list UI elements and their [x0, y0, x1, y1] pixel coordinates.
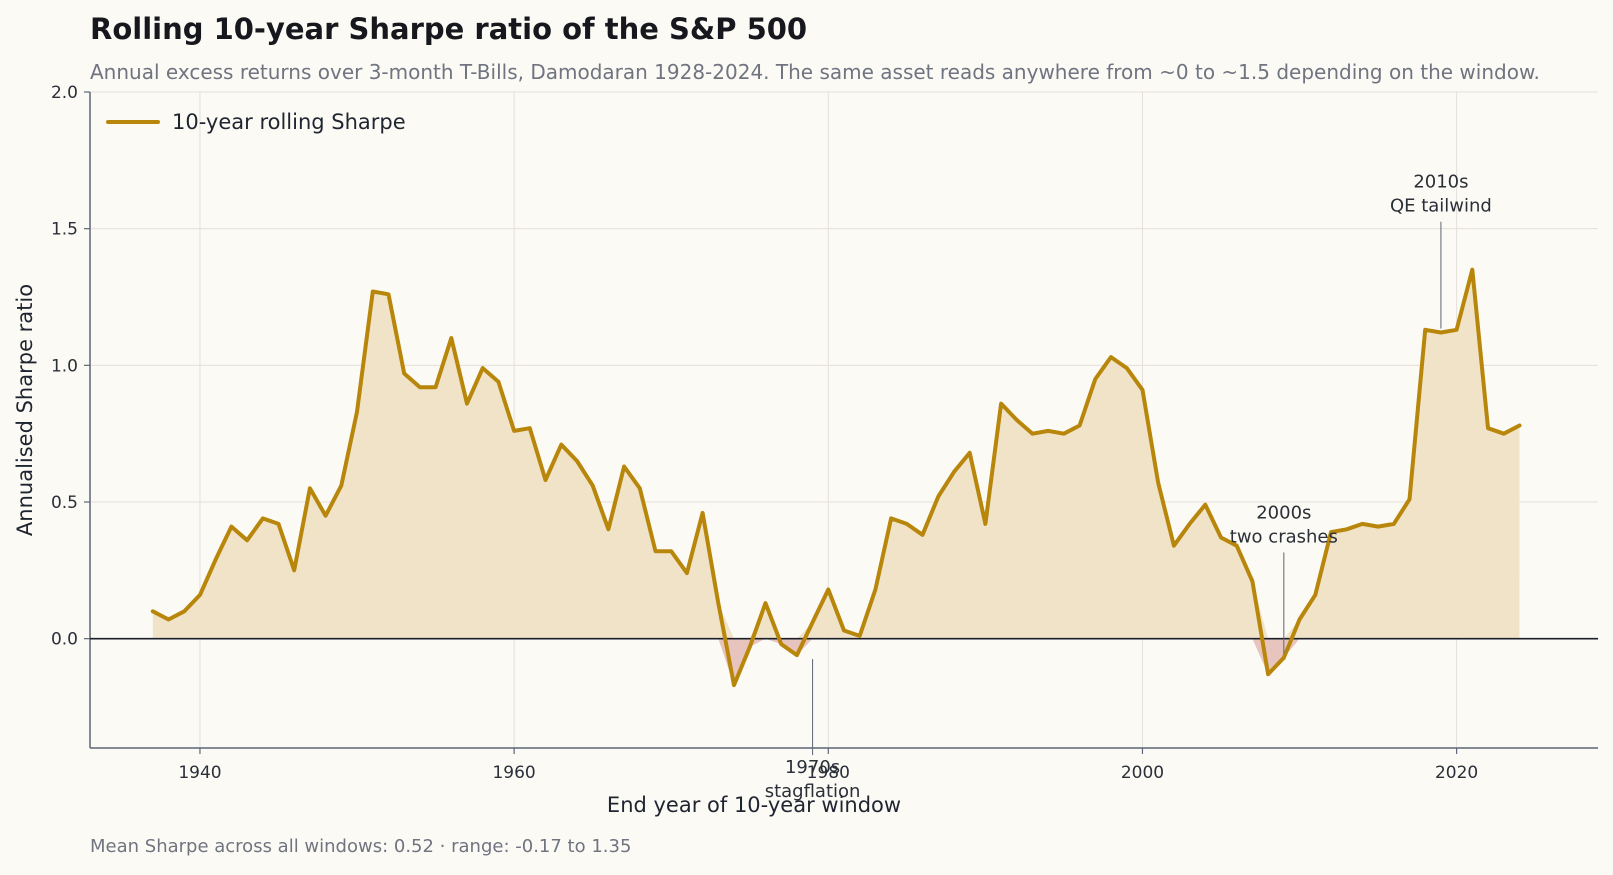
y-axis-label: Annualised Sharpe ratio	[13, 284, 37, 536]
axis-labels: End year of 10-year window Annualised Sha…	[13, 284, 901, 817]
series-line	[150, 267, 1522, 688]
x-tick-label: 1940	[178, 763, 221, 783]
chart-subtitle: Annual excess returns over 3-month T-Bil…	[90, 60, 1540, 84]
negative-fill	[152, 638, 1520, 686]
annotation-text: 1970s	[785, 757, 840, 778]
annotation-text: 2010s	[1413, 172, 1468, 193]
legend: 10-year rolling Sharpe	[106, 110, 406, 134]
x-tick-label: 2020	[1435, 763, 1478, 783]
annotation-text: stagflation	[765, 781, 861, 802]
footer-note: Mean Sharpe across all windows: 0.52 · r…	[90, 836, 632, 857]
annotation: 2010s QE tailwind	[1390, 172, 1492, 329]
axes: 0.0 0.5 1.0 1.5 2.0 1940 1960 1980 2000 2020	[51, 83, 1598, 783]
x-axis-label: End year of 10-year window	[607, 793, 901, 817]
y-tick-label: 0.5	[51, 493, 78, 513]
annotation-text: 2000s	[1256, 502, 1311, 523]
chart-title: Rolling 10-year Sharpe ratio of the S&P …	[90, 12, 808, 46]
y-tick-label: 1.0	[51, 356, 78, 376]
x-tick-label: 2000	[1121, 763, 1164, 783]
annotation: 2000s two crashes	[1230, 502, 1338, 654]
positive-fill	[152, 269, 1520, 639]
annotations: 1970s stagflation 2000s two crashes 2010s QE …	[765, 172, 1492, 802]
legend-label: 10-year rolling Sharpe	[172, 110, 406, 134]
y-tick-label: 0.0	[51, 630, 78, 650]
grid-lines	[90, 91, 1598, 748]
annotation-text: two crashes	[1230, 526, 1338, 547]
area-fill	[152, 269, 1520, 686]
annotation-text: QE tailwind	[1390, 196, 1492, 217]
annotation: 1970s stagflation	[765, 659, 861, 802]
y-tick-label: 1.5	[51, 220, 78, 240]
y-tick-label: 2.0	[51, 83, 78, 103]
x-tick-label: 1980	[807, 763, 850, 783]
series-line-layer	[150, 267, 1522, 688]
x-tick-label: 1960	[492, 763, 535, 783]
